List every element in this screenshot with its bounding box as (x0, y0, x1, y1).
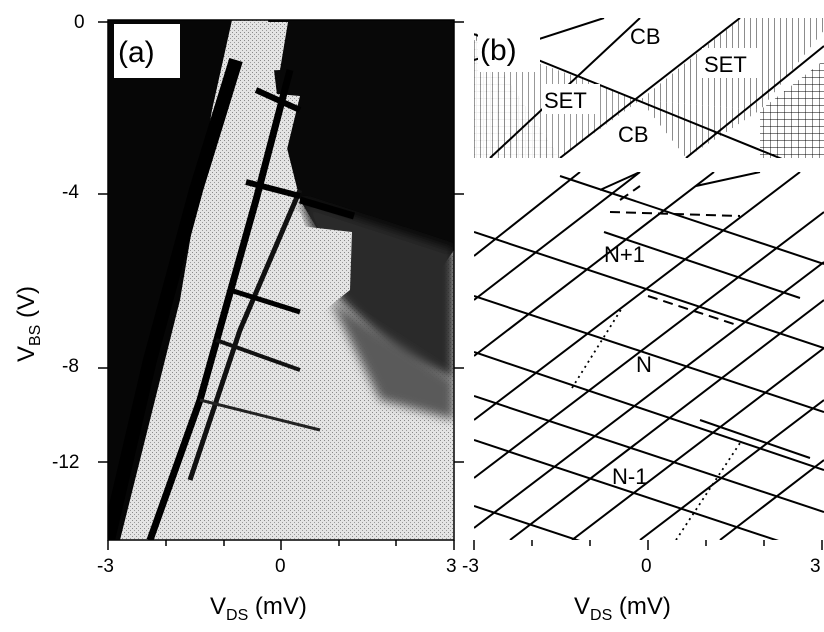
state-label-n-plus-1: N+1 (604, 242, 645, 267)
panel-a-ticks (98, 21, 455, 550)
x-tick-label: -3 (97, 556, 114, 577)
panel-a-label: (a) (118, 36, 155, 69)
x-tick-label: 0 (275, 556, 286, 577)
set-right-label: SET (704, 52, 747, 77)
state-label-n-minus-1: N-1 (612, 464, 647, 489)
y-tick-label: -12 (52, 452, 79, 473)
panel-a-label-box (114, 24, 180, 78)
x-tick-label: 0 (641, 556, 652, 577)
state-label-n: N (636, 352, 652, 377)
x-tick-label: -3 (462, 556, 479, 577)
panel-a-plot (108, 20, 454, 540)
x-tick-label: 3 (446, 556, 457, 577)
y-tick-label: -8 (62, 356, 79, 377)
set-left-label: SET (544, 88, 587, 113)
panel-b-label: (b) (480, 34, 517, 67)
y-tick-label: 0 (74, 12, 85, 33)
cb-bottom-label: CB (618, 122, 649, 147)
x-tick-label: 3 (810, 556, 821, 577)
panel-b-ticks (454, 21, 823, 550)
panel-b-label-box (478, 22, 540, 72)
y-tick-label: -4 (62, 182, 79, 203)
panel-a-y-axis-title: VBS (V) (13, 286, 44, 362)
panel-b-main (474, 172, 824, 540)
panel-a-x-axis-title: VDS (mV) (210, 593, 307, 624)
panel-b-x-axis-title: VDS (mV) (574, 593, 671, 624)
cb-top-label: CB (630, 24, 661, 49)
